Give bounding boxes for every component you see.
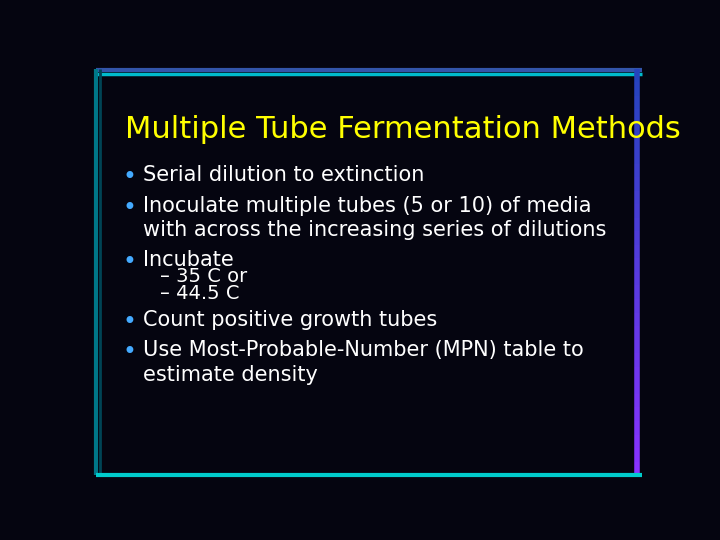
Text: •: • [122, 249, 136, 274]
Text: Multiple Tube Fermentation Methods: Multiple Tube Fermentation Methods [125, 115, 680, 144]
Text: – 35 C or: – 35 C or [160, 267, 247, 286]
Text: •: • [122, 309, 136, 334]
Text: •: • [122, 165, 136, 189]
Text: – 44.5 C: – 44.5 C [160, 284, 239, 303]
Text: Incubate: Incubate [143, 249, 233, 269]
Text: Use Most-Probable-Number (MPN) table to
estimate density: Use Most-Probable-Number (MPN) table to … [143, 340, 583, 385]
Text: •: • [122, 340, 136, 364]
Text: Count positive growth tubes: Count positive growth tubes [143, 309, 437, 329]
Text: Inoculate multiple tubes (5 or 10) of media
with across the increasing series of: Inoculate multiple tubes (5 or 10) of me… [143, 195, 606, 240]
Text: •: • [122, 195, 136, 220]
Text: Serial dilution to extinction: Serial dilution to extinction [143, 165, 424, 185]
